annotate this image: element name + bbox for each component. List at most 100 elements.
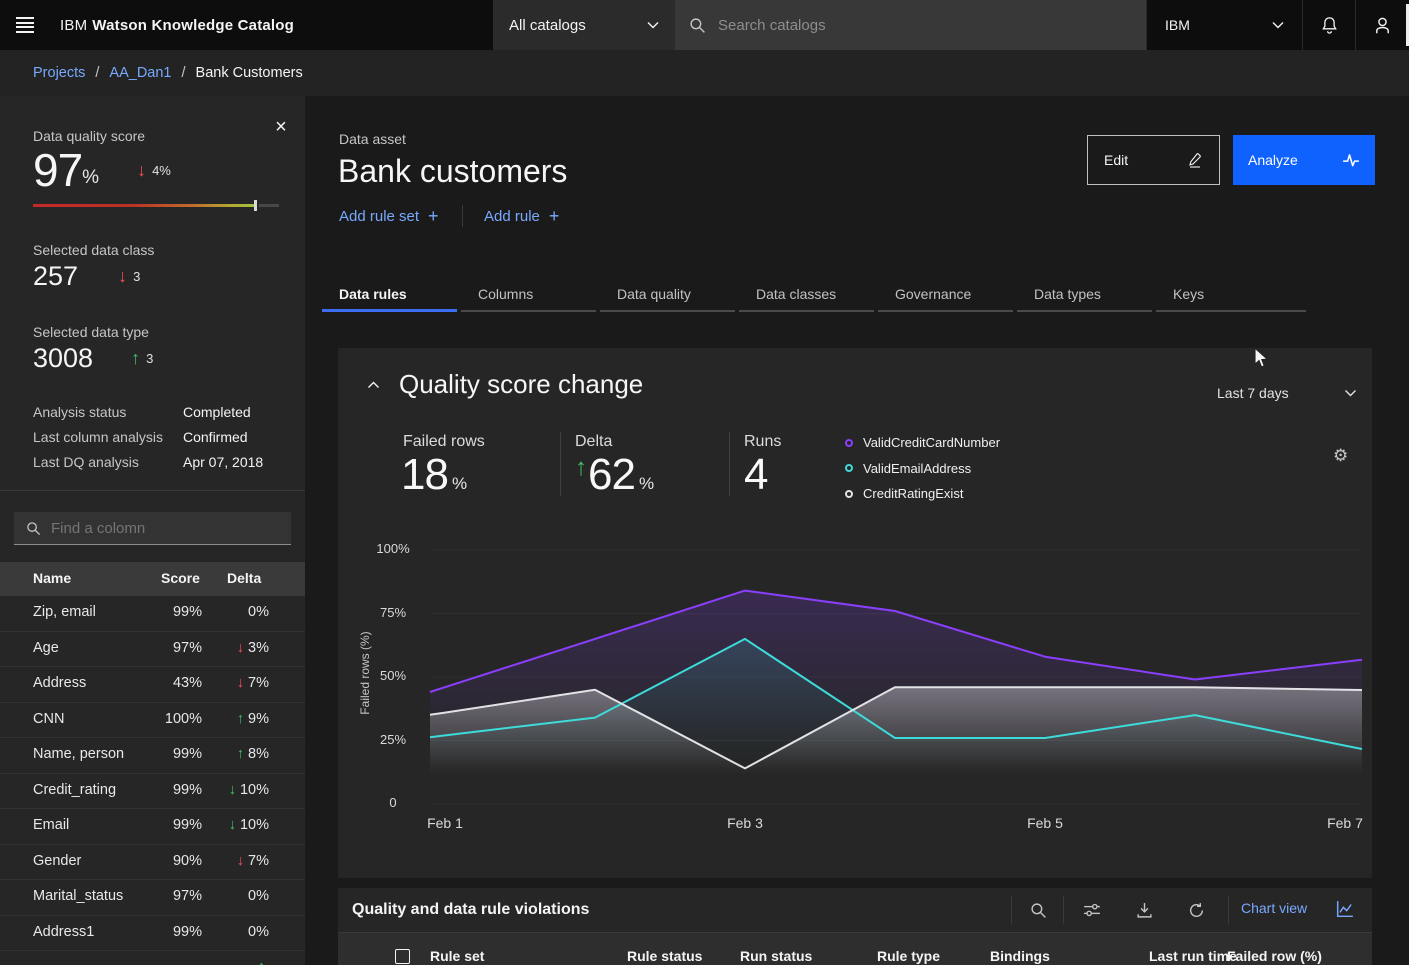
tab-governance[interactable]: Governance [878,283,1013,312]
breadcrumb-bar: Projects / AA_Dan1 / Bank Customers [0,50,1409,96]
failed-rows-label: Failed rows [403,433,485,451]
column-row-cnn[interactable]: CNN 100% ↑9% [0,703,305,739]
violations-column-rule-status: Rule status [627,948,702,964]
account-dropdown[interactable]: IBM [1146,0,1302,50]
data-class-value: 257 ↓ 3 [33,260,140,292]
breadcrumb: Projects / AA_Dan1 / Bank Customers [33,50,303,96]
collapse-section-button[interactable] [360,374,386,396]
arrow-up-icon: ↑ [575,454,586,481]
edit-button[interactable]: Edit [1087,135,1220,185]
y-tick: 25% [368,732,418,747]
top-bar: IBM Watson Knowledge Catalog All catalog… [0,0,1409,50]
legend-item-validemailaddress[interactable]: ValidEmailAddress [845,456,1000,482]
chart-title: Quality score change [399,369,643,400]
column-row-credit-rating[interactable]: Credit_rating 99% ↓10% [0,774,305,810]
table-search-button[interactable] [1026,898,1050,922]
divider [1063,896,1064,924]
search-catalogs-input[interactable] [718,17,1098,34]
delta-arrow-icon: ↓ [237,640,244,656]
column-row-marital-status[interactable]: Marital_status 97% 0% [0,880,305,916]
data-class-label: Selected data class [33,242,154,258]
divider [729,432,730,496]
x-tick: Feb 3 [727,815,763,831]
x-tick: Feb 1 [427,815,463,831]
tab-data-classes[interactable]: Data classes [739,283,874,312]
refresh-button[interactable] [1184,898,1208,922]
quality-trend-chart: Feb 1Feb 3Feb 5Feb 7 [430,538,1362,838]
chart-view-icon[interactable] [1336,900,1354,918]
search-icon [26,521,41,536]
find-column-search [14,512,291,545]
tab-data-quality[interactable]: Data quality [600,283,735,312]
all-catalogs-dropdown[interactable]: All catalogs [493,0,675,50]
violations-card: Quality and data rule violations Chart v… [338,888,1372,965]
notifications-button[interactable] [1302,0,1355,50]
select-all-checkbox[interactable] [395,949,410,964]
person-icon [1373,16,1392,35]
analysis-info: Analysis status Completed Last column an… [33,399,293,474]
date-range-dropdown[interactable]: Last 7 days [1217,380,1357,406]
column-row-email[interactable]: Email 99% ↓10% [0,809,305,845]
column-row-gender[interactable]: Gender 90% ↓7% [0,845,305,881]
tab-keys[interactable]: Keys [1156,283,1306,312]
menu-button[interactable] [0,0,50,50]
column-row-age[interactable]: Age 97% ↓3% [0,632,305,668]
brand-prefix: IBM [60,17,87,34]
quality-score-value: 97% ↓ 4% [33,142,171,198]
watson-knowledge-catalog-app: IBM Watson Knowledge Catalog All catalog… [0,0,1409,965]
tab-data-rules[interactable]: Data rules [322,283,457,312]
find-column-input[interactable] [51,520,261,537]
chevron-up-icon [367,381,380,389]
profile-button[interactable] [1355,0,1409,50]
y-tick: 50% [368,668,418,683]
column-row-address1[interactable]: Address1 99% 0% [0,916,305,952]
column-table-header: NameScoreDelta [0,562,305,596]
violations-column-run-status: Run status [740,948,812,964]
bell-icon [1320,16,1339,35]
page-title: Bank customers [338,153,567,190]
legend-item-validcreditcardnumber[interactable]: ValidCreditCardNumber [845,430,1000,456]
violations-header-row: Rule setRule statusRun statusRule typeBi… [338,932,1372,965]
delta-arrow-icon: ↑ [237,711,244,727]
breadcrumb-item-projects[interactable]: Projects [33,65,85,81]
violations-column-bindings: Bindings [990,948,1050,964]
delta-arrow-icon: ↑ [237,746,244,762]
y-tick: 0 [368,795,418,810]
divider [1228,896,1229,924]
divider [0,490,305,491]
violations-column-failed-row-: Failed row (%) [1227,948,1322,964]
column-row-address[interactable]: Address 43% ↓7% [0,667,305,703]
y-tick: 100% [368,541,418,556]
quality-score-delta: 4% [152,163,171,178]
asset-type-label: Data asset [339,131,406,147]
breadcrumb-item-bank-customers: Bank Customers [196,65,303,81]
divider [1011,896,1012,924]
hamburger-icon [16,15,34,36]
data-class-delta: 3 [133,269,140,284]
delta-arrow-icon: ↓ [237,853,244,869]
breadcrumb-separator: / [95,65,99,81]
gear-icon[interactable]: ⚙ [1333,446,1348,466]
data-type-value: 3008 ↑ 3 [33,342,153,374]
tab-data-types[interactable]: Data types [1017,283,1152,312]
divider [560,432,561,496]
tab-columns[interactable]: Columns [461,283,596,312]
legend-item-creditratingexist[interactable]: CreditRatingExist [845,481,1000,507]
analyze-button[interactable]: Analyze [1233,135,1375,185]
download-button[interactable] [1132,898,1156,922]
chart-view-link[interactable]: Chart view [1241,900,1307,916]
column-row-zip-email[interactable]: Zip, email 99% 0% [0,596,305,632]
breadcrumb-item-aa-dan1[interactable]: AA_Dan1 [109,65,171,81]
add-rule-set-button[interactable]: Add rule set + [339,206,439,227]
column-row-partial[interactable]: ↑ [0,951,305,965]
tabs: Data rulesColumnsData qualityData classe… [322,283,1332,312]
search-icon [1030,902,1047,919]
column-row-name-person[interactable]: Name, person 99% ↑8% [0,738,305,774]
breadcrumb-separator: / [182,65,186,81]
data-type-delta: 3 [146,351,153,366]
delta-label: Delta [575,433,612,451]
close-icon[interactable]: × [268,114,294,140]
add-rule-button[interactable]: Add rule + [484,206,559,227]
filter-button[interactable] [1080,898,1104,922]
delta-arrow-icon: ↑ [258,959,265,965]
